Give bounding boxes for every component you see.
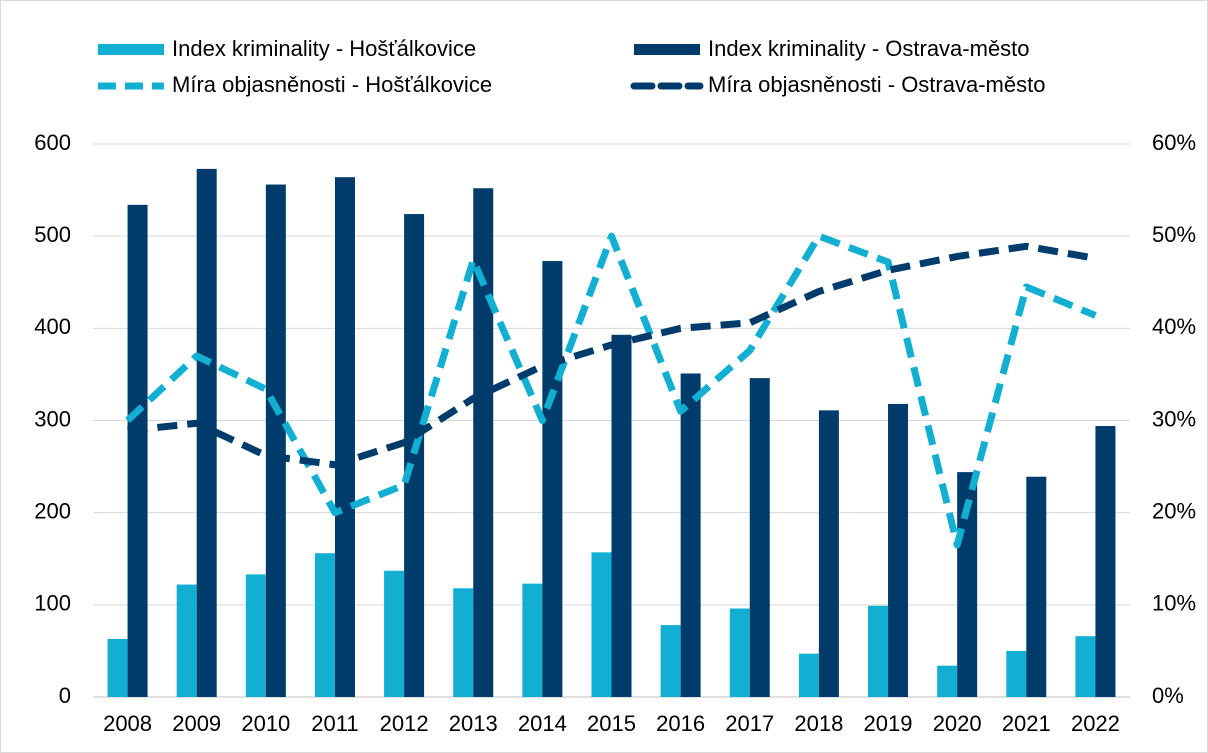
bar	[127, 204, 148, 697]
y2-tick-label: 10%	[1152, 591, 1196, 616]
x-tick-label: 2019	[864, 711, 913, 736]
bar	[798, 653, 819, 697]
x-tick-label: 2015	[587, 711, 636, 736]
legend: Index kriminality - Hošťálkovice Index k…	[98, 36, 1045, 97]
legend-label: Index kriminality - Ostrava-město	[708, 36, 1030, 61]
y2-tick-label: 50%	[1152, 222, 1196, 247]
bar	[937, 665, 958, 697]
bar	[957, 472, 978, 697]
legend-swatch	[98, 44, 164, 55]
x-tick-label: 2016	[656, 711, 705, 736]
x-tick-label: 2009	[172, 711, 221, 736]
y-tick-label: 0	[59, 683, 71, 708]
bar	[265, 184, 286, 697]
legend-label: Míra objasněnosti - Ostrava-město	[708, 72, 1045, 97]
bar	[453, 588, 474, 697]
x-tick-label: 2020	[933, 711, 982, 736]
line	[127, 242, 1097, 469]
legend-swatch	[634, 44, 700, 55]
bar	[522, 583, 543, 697]
bar	[314, 553, 335, 697]
bar	[591, 552, 612, 697]
bar	[542, 261, 563, 697]
x-tick-label: 2018	[794, 711, 843, 736]
x-tick-label: 2022	[1071, 711, 1120, 736]
y-tick-label: 200	[34, 498, 71, 523]
bar	[611, 334, 632, 697]
bar	[729, 608, 750, 697]
legend-label: Index kriminality - Hošťálkovice	[172, 36, 476, 61]
bar	[1006, 650, 1027, 697]
bar	[1075, 636, 1096, 697]
y-tick-label: 300	[34, 406, 71, 431]
bar	[749, 378, 770, 697]
y2-tick-label: 40%	[1152, 314, 1196, 339]
bar	[888, 403, 909, 697]
x-tick-label: 2011	[311, 711, 358, 736]
bar	[680, 373, 701, 697]
bar	[176, 584, 197, 697]
bar	[404, 214, 425, 697]
line	[125, 232, 1097, 549]
y-tick-label: 100	[34, 591, 71, 616]
bar	[1095, 426, 1116, 697]
bar	[384, 570, 405, 697]
y2-tick-label: 0%	[1152, 683, 1184, 708]
x-tick-label: 2021	[1002, 711, 1051, 736]
x-tick-label: 2014	[518, 711, 567, 736]
x-tick-label: 2008	[103, 711, 152, 736]
bar	[196, 168, 217, 697]
x-tick-label: 2012	[380, 711, 429, 736]
y-tick-label: 400	[34, 314, 71, 339]
bar	[107, 638, 128, 697]
x-tick-label: 2010	[241, 711, 290, 736]
y2-tick-label: 30%	[1152, 406, 1196, 431]
bar	[473, 188, 494, 698]
y2-tick-label: 60%	[1152, 130, 1196, 155]
y-tick-label: 500	[34, 222, 71, 247]
bar	[334, 177, 355, 697]
bar	[660, 625, 681, 697]
bar	[868, 605, 889, 697]
bar	[818, 410, 839, 697]
y-tick-label: 600	[34, 130, 71, 155]
bar	[1026, 476, 1047, 697]
x-tick-label: 2017	[725, 711, 774, 736]
legend-label: Míra objasněnosti - Hošťálkovice	[172, 72, 492, 97]
x-tick-label: 2013	[449, 711, 498, 736]
bar	[245, 574, 266, 697]
y2-tick-label: 20%	[1152, 498, 1196, 523]
